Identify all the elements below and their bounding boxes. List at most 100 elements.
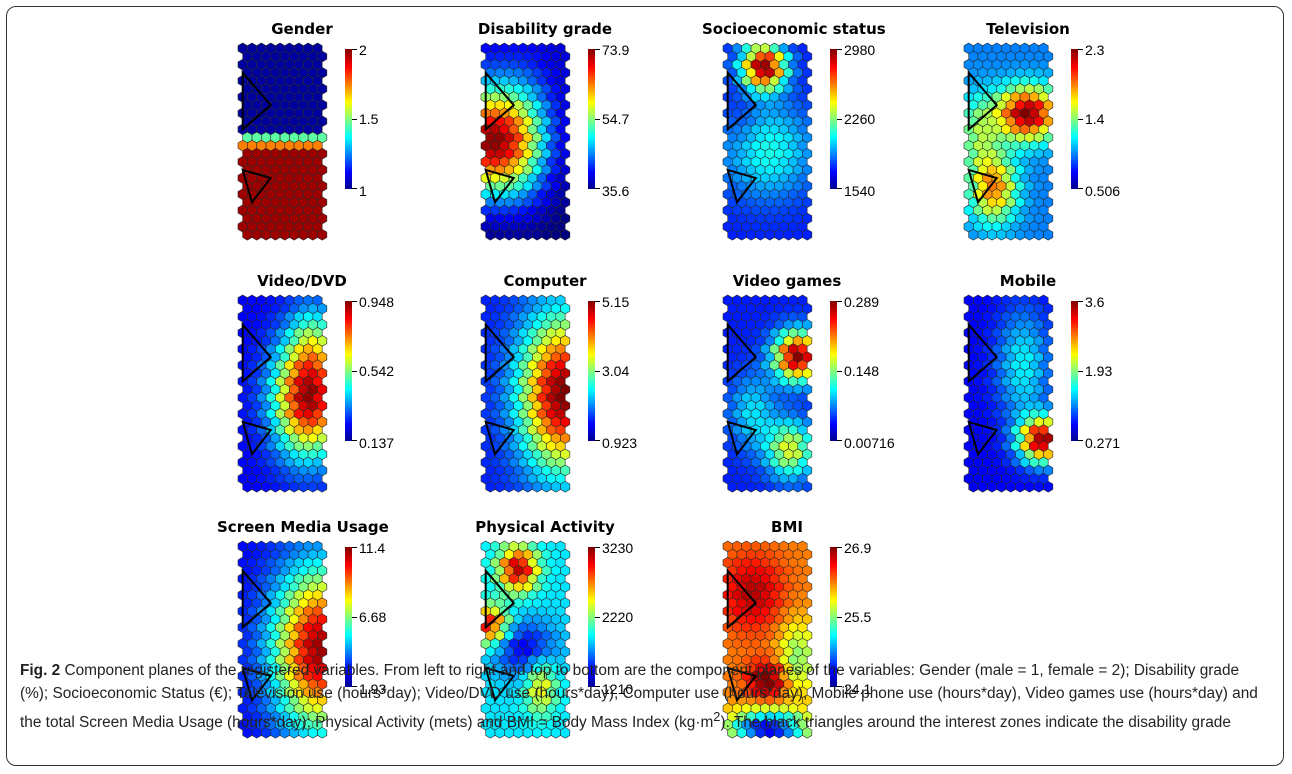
- colorbar: [830, 547, 837, 687]
- som-cell: [783, 228, 794, 241]
- disability-triangle: [484, 666, 516, 703]
- disability-triangle: [726, 420, 758, 457]
- colorbar-min-label: 1: [359, 183, 367, 199]
- colorbar-mid-label: 3.04: [602, 363, 630, 379]
- colorbar: [1071, 49, 1078, 189]
- colorbar-max-label: 2: [359, 42, 367, 58]
- som-cell: [494, 480, 505, 493]
- plane-title: Physical Activity: [475, 518, 615, 536]
- component-plane-socio: Socioeconomic status 2980 2260 1540: [702, 20, 886, 241]
- disability-triangle: [241, 168, 273, 205]
- disability-triangle: [241, 70, 273, 132]
- colorbar-min-label: 35.6: [602, 183, 630, 199]
- colorbar-mid-label: 0.148: [844, 363, 880, 379]
- disability-triangle: [726, 568, 758, 630]
- som-cell: [550, 480, 561, 493]
- plane-title: Disability grade: [477, 20, 613, 38]
- component-plane-disability: Disability grade 73.9 54.7 35.6: [478, 20, 630, 241]
- som-hex-map: [237, 540, 328, 739]
- som-cell: [298, 480, 309, 493]
- colorbar-tick: [352, 617, 357, 618]
- som-cell: [279, 228, 290, 241]
- som-cell: [746, 228, 757, 241]
- colorbar-mid-label: 1.93: [1085, 363, 1113, 379]
- som-hex-map: [480, 540, 571, 739]
- som-cell: [485, 480, 496, 493]
- plane-title: Video/DVD: [257, 272, 347, 290]
- som-cell: [261, 480, 272, 493]
- som-cell: [792, 228, 803, 241]
- som-cell: [270, 228, 281, 241]
- disability-triangle: [241, 420, 273, 457]
- som-cell: [755, 228, 766, 241]
- colorbar-tick: [352, 188, 357, 189]
- som-hex-map: [722, 294, 813, 493]
- component-plane-gender: Gender 2 1.5 1: [237, 20, 387, 241]
- colorbar-tick: [352, 301, 357, 302]
- disability-triangle: [241, 568, 273, 630]
- colorbar: [588, 547, 595, 687]
- som-hex-map: [963, 294, 1054, 493]
- plane-title: Screen Media Usage: [217, 518, 389, 536]
- colorbar-tick: [352, 119, 357, 120]
- colorbar-tick: [837, 617, 842, 618]
- colorbar-max-label: 0.948: [359, 294, 395, 310]
- som-hex-map: [480, 42, 571, 241]
- colorbar-tick: [352, 547, 357, 548]
- colorbar-max-label: 3230: [602, 540, 634, 556]
- som-cell: [968, 228, 979, 241]
- colorbar-tick: [595, 686, 600, 687]
- som-cell: [1033, 228, 1044, 241]
- colorbar-tick: [595, 617, 600, 618]
- colorbar-tick: [595, 188, 600, 189]
- som-cell: [307, 228, 318, 241]
- figure-frame: [6, 6, 1284, 766]
- colorbar-tick: [837, 440, 842, 441]
- colorbar-tick: [1078, 301, 1083, 302]
- som-cell: [792, 480, 803, 493]
- component-plane-mobile: Mobile 3.6 1.93 0.271: [963, 272, 1120, 493]
- som-cell: [746, 480, 757, 493]
- plane-title: Gender: [271, 20, 333, 38]
- som-cell: [317, 480, 328, 493]
- colorbar-mid-label: 1.5: [359, 111, 379, 127]
- som-cell: [1024, 480, 1035, 493]
- colorbar-tick: [1078, 371, 1083, 372]
- som-cell: [550, 228, 561, 241]
- colorbar-mid-label: 2220: [602, 609, 634, 625]
- som-cell: [1033, 480, 1044, 493]
- caption-text: Component planes of the registered varia…: [20, 662, 1258, 732]
- colorbar-mid-label: 25.5: [844, 609, 872, 625]
- som-cell: [242, 480, 253, 493]
- plane-title: Mobile: [999, 272, 1057, 290]
- component-plane-tv: Television 2.3 1.4 0.506: [963, 20, 1120, 241]
- colorbar-mid-label: 6.68: [359, 609, 387, 625]
- component-plane-bmi: BMI 26.9 25.5 24.1: [722, 518, 872, 739]
- som-cell: [774, 228, 785, 241]
- plane-title: Television: [986, 20, 1070, 38]
- som-hex-map: [237, 294, 328, 493]
- colorbar-min-label: 24.1: [844, 681, 872, 697]
- colorbar-tick: [595, 119, 600, 120]
- som-cell: [289, 228, 300, 241]
- som-cell: [504, 228, 515, 241]
- som-cell: [485, 228, 496, 241]
- colorbar-tick: [1078, 188, 1083, 189]
- som-cell: [307, 480, 318, 493]
- colorbar-tick: [352, 440, 357, 441]
- disability-triangle: [967, 168, 999, 205]
- som-cell: [289, 480, 300, 493]
- plane-title: Video games: [732, 272, 842, 290]
- colorbar-tick: [352, 686, 357, 687]
- colorbar-tick: [1078, 49, 1083, 50]
- colorbar-mid-label: 0.542: [359, 363, 395, 379]
- colorbar-tick: [837, 547, 842, 548]
- som-cell: [532, 480, 543, 493]
- component-plane-video: Video/DVD 0.948 0.542 0.137: [237, 272, 394, 493]
- disability-triangle: [484, 568, 516, 630]
- colorbar-tick: [595, 371, 600, 372]
- som-cell: [560, 228, 571, 241]
- component-plane-pa: Physical Activity 3230 2220 1210: [475, 518, 634, 739]
- som-cell: [251, 228, 262, 241]
- colorbar-min-label: 1540: [844, 183, 876, 199]
